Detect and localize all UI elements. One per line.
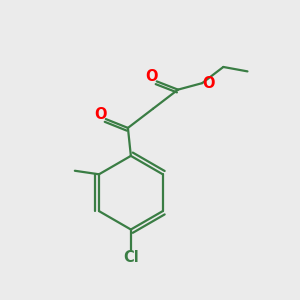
Text: O: O [145, 69, 158, 84]
Text: O: O [94, 107, 107, 122]
Text: Cl: Cl [123, 250, 139, 265]
Text: O: O [202, 76, 214, 91]
